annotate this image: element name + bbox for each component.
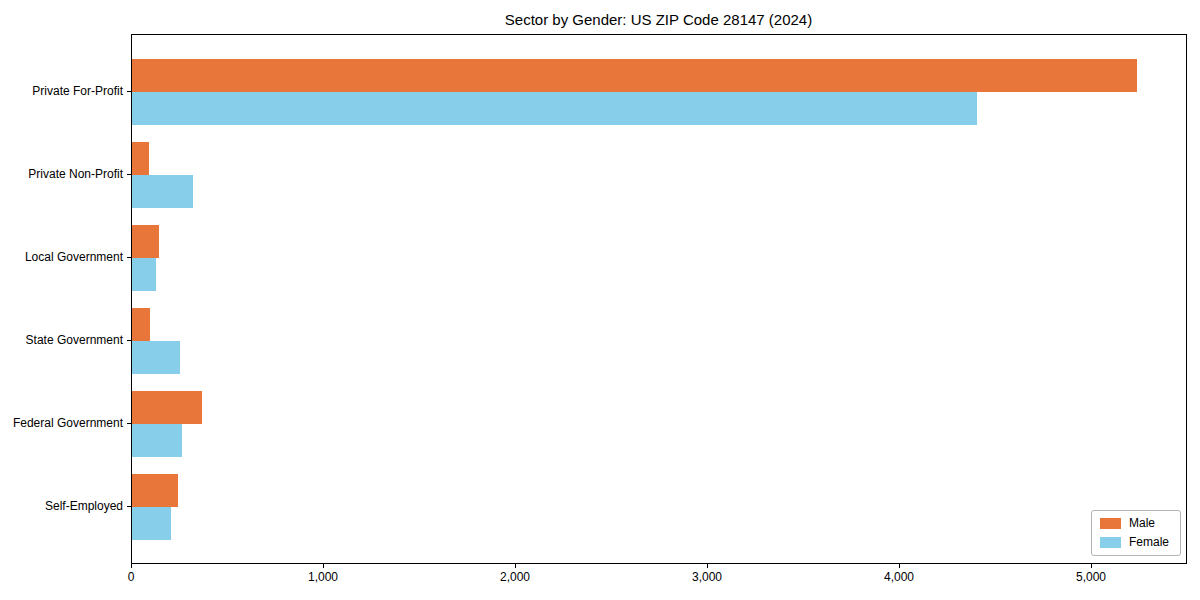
x-tick-mark — [1091, 564, 1092, 568]
bar-male — [132, 142, 149, 175]
bar-female — [132, 258, 156, 291]
bar-male — [132, 59, 1137, 92]
x-tick-label: 5,000 — [1076, 570, 1106, 584]
category-label: State Government — [0, 333, 123, 347]
y-tick-mark — [127, 423, 131, 424]
female-color-swatch — [1100, 537, 1121, 548]
bar-female — [132, 424, 182, 457]
x-tick-label: 1,000 — [308, 570, 338, 584]
x-tick-label: 2,000 — [500, 570, 530, 584]
legend-label-male: Male — [1129, 517, 1155, 530]
figure: Sector by Gender: US ZIP Code 28147 (202… — [0, 0, 1200, 600]
male-color-swatch — [1100, 518, 1121, 529]
bar-female — [132, 175, 193, 208]
bar-female — [132, 341, 180, 374]
legend-item-male: Male — [1100, 517, 1169, 530]
x-tick-mark — [899, 564, 900, 568]
category-label: Private Non-Profit — [0, 167, 123, 181]
bar-male — [132, 225, 159, 258]
x-tick-label: 4,000 — [884, 570, 914, 584]
plot-area: Male Female — [131, 34, 1187, 564]
legend: Male Female — [1091, 510, 1181, 556]
legend-label-female: Female — [1129, 536, 1169, 549]
category-label: Self-Employed — [0, 499, 123, 513]
y-tick-mark — [127, 257, 131, 258]
category-label: Private For-Profit — [0, 84, 123, 98]
bar-female — [132, 507, 171, 540]
y-tick-mark — [127, 340, 131, 341]
chart-title: Sector by Gender: US ZIP Code 28147 (202… — [131, 11, 1186, 28]
x-tick-mark — [707, 564, 708, 568]
bar-male — [132, 391, 202, 424]
y-tick-mark — [127, 91, 131, 92]
y-tick-mark — [127, 506, 131, 507]
bar-female — [132, 92, 977, 125]
bar-male — [132, 308, 150, 341]
y-tick-mark — [127, 174, 131, 175]
x-tick-mark — [515, 564, 516, 568]
x-tick-mark — [131, 564, 132, 568]
legend-item-female: Female — [1100, 536, 1169, 549]
category-label: Local Government — [0, 250, 123, 264]
x-tick-label: 0 — [128, 570, 135, 584]
x-tick-mark — [323, 564, 324, 568]
x-tick-label: 3,000 — [692, 570, 722, 584]
bar-male — [132, 474, 178, 507]
category-label: Federal Government — [0, 416, 123, 430]
